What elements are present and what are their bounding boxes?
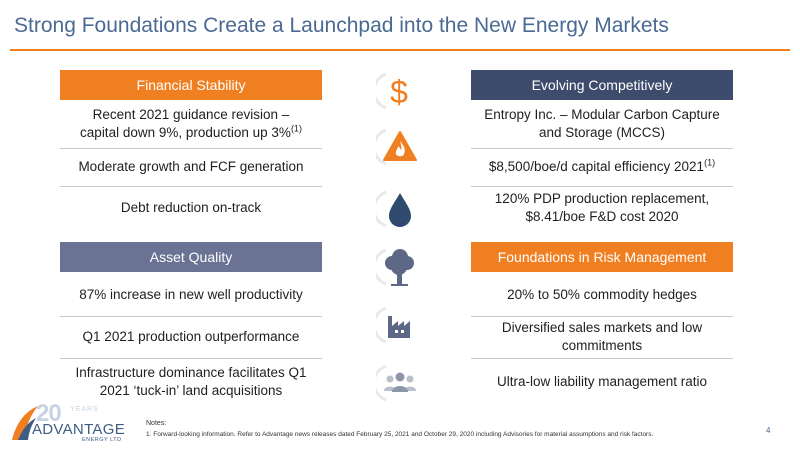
flame-warning-icon (376, 126, 418, 168)
divider (471, 316, 733, 317)
tree-icon (376, 246, 418, 288)
divider (60, 148, 322, 149)
divider (471, 148, 733, 149)
risk-management-header: Foundations in Risk Management (471, 242, 733, 272)
divider (60, 186, 322, 187)
risk-item-liability: Ultra-low liability management ratio (496, 374, 708, 389)
evolving-item-capital-efficiency: $8,500/boe/d capital efficiency 2021(1) (488, 157, 716, 174)
water-drop-icon (376, 188, 418, 230)
evolving-competitively-header: Evolving Competitively (471, 70, 733, 100)
risk-item-sales-markets: Diversified sales markets and low commit… (501, 320, 703, 353)
asset-item-production: Q1 2021 production outperformance (82, 329, 300, 344)
dollar-icon: $ (376, 70, 418, 112)
risk-item-hedges: 20% to 50% commodity hedges (507, 287, 697, 302)
notes-heading: Notes: (146, 420, 167, 427)
divider (60, 316, 322, 317)
slide-title: Strong Foundations Create a Launchpad in… (14, 14, 669, 37)
factory-icon (376, 304, 418, 346)
logo-swoosh-icon (12, 406, 38, 440)
title-divider (10, 49, 790, 51)
financial-item-debt: Debt reduction on-track (120, 200, 262, 215)
financial-item-growth: Moderate growth and FCF generation (78, 159, 304, 174)
company-logo: 20 YEARS ADVANTAGE ENERGY LTD (10, 400, 125, 445)
page-number: 4 (766, 426, 771, 435)
asset-quality-header: Asset Quality (60, 242, 322, 272)
divider (60, 358, 322, 359)
evolving-item-pdp: 120% PDP production replacement, $8.41/b… (494, 191, 710, 224)
notes-text: 1. Forward-looking information. Refer to… (146, 431, 654, 438)
divider (471, 186, 733, 187)
financial-stability-header: Financial Stability (60, 70, 322, 100)
asset-item-productivity: 87% increase in new well productivity (79, 287, 303, 302)
evolving-item-entropy: Entropy Inc. – Modular Carbon Capture an… (484, 107, 720, 140)
people-group-icon (376, 362, 418, 404)
financial-item-guidance: Recent 2021 guidance revision – capital … (80, 107, 302, 140)
svg-text:$: $ (390, 74, 408, 110)
asset-item-infrastructure: Infrastructure dominance facilitates Q1 … (75, 365, 307, 398)
divider (471, 358, 733, 359)
